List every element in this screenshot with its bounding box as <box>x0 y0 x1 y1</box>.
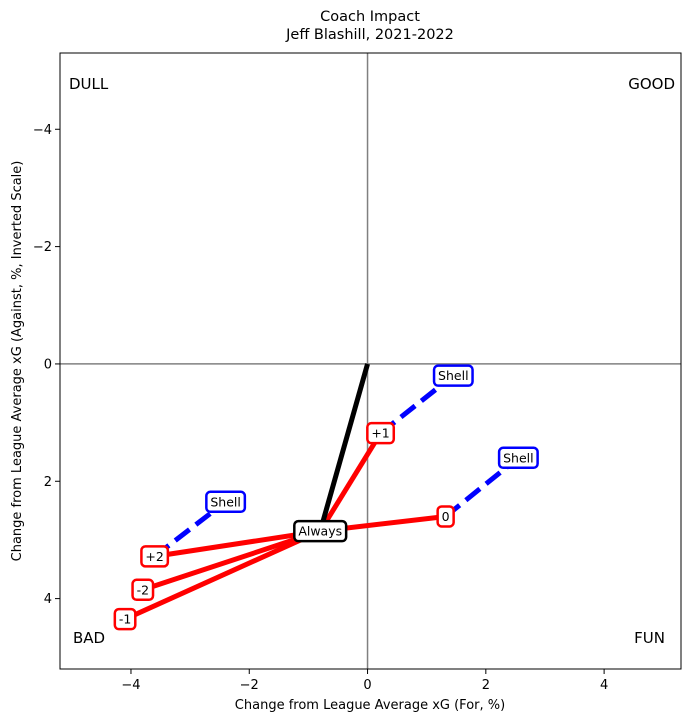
shell-label-0-box <box>432 364 474 387</box>
score-state-label-4: -1 <box>113 607 137 631</box>
score-state-label-0-text: +1 <box>371 426 389 441</box>
score-state-segment-4 <box>124 528 322 622</box>
shell-label-0: Shell <box>432 364 474 387</box>
score-state-label-2-text: +2 <box>145 549 163 564</box>
score-state-label-4-box <box>113 607 137 631</box>
always-label: Always <box>293 519 348 543</box>
always-segment <box>317 363 370 532</box>
y-tick-label: −2 <box>33 240 52 255</box>
quadrant-label-fun: FUN <box>634 629 665 647</box>
quadrant-label-good: GOOD <box>628 75 675 93</box>
shell-label-2: Shell <box>205 490 247 514</box>
shell-label-2-text: Shell <box>210 494 241 509</box>
x-axis-label: Change from League Average xG (For, %) <box>235 698 505 713</box>
quadrant-label-dull: DULL <box>69 75 109 93</box>
y-tick-label: 0 <box>44 357 52 372</box>
score-state-label-0-box <box>366 421 396 445</box>
score-state-label-3-text: -2 <box>137 582 149 597</box>
score-state-label-4-text: -1 <box>119 612 131 627</box>
score-state-label-2-box <box>140 545 170 568</box>
chart-title: Coach Impact <box>320 9 420 25</box>
shell-label-0-text: Shell <box>438 368 469 383</box>
score-state-segment-0 <box>318 431 383 533</box>
x-tick-label: 0 <box>363 678 371 693</box>
shell-segment-1 <box>444 455 520 519</box>
y-tick-label: −4 <box>33 123 52 138</box>
x-tick-label: −4 <box>121 678 140 693</box>
score-state-segment-2 <box>154 528 321 559</box>
score-state-label-3-box <box>131 578 155 602</box>
y-tick-label: 4 <box>44 592 52 607</box>
always-label-box <box>293 519 348 543</box>
y-tick-label: 2 <box>44 475 52 490</box>
score-state-segment-3 <box>142 528 322 593</box>
x-tick-label: −2 <box>240 678 259 693</box>
x-tick-label: 4 <box>600 678 608 693</box>
y-axis-label: Change from League Average xG (Against, … <box>10 161 25 562</box>
x-tick-label: 2 <box>482 678 490 693</box>
plot-frame <box>59 52 682 670</box>
score-state-label-1: 0 <box>436 505 455 528</box>
score-state-label-0: +1 <box>366 421 396 445</box>
shell-label-1-text: Shell <box>503 450 534 465</box>
score-state-label-3: -2 <box>131 578 155 602</box>
score-state-label-2: +2 <box>140 545 170 568</box>
shell-label-1-box <box>497 446 539 470</box>
quadrant-label-bad: BAD <box>73 629 105 647</box>
chart-subtitle: Jeff Blashill, 2021-2022 <box>285 27 454 43</box>
shell-label-2-box <box>205 490 247 514</box>
always-label-text: Always <box>298 524 342 539</box>
score-state-label-1-box <box>436 505 455 528</box>
score-state-label-1-text: 0 <box>442 509 450 524</box>
plot-area <box>60 53 681 669</box>
shell-label-1: Shell <box>497 446 539 470</box>
